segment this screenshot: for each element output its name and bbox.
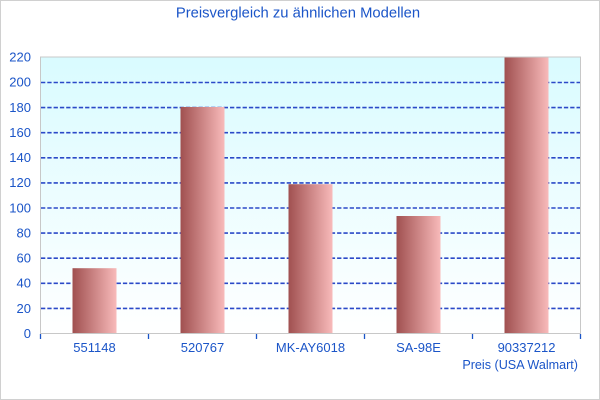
svg-text:220: 220 bbox=[9, 50, 31, 65]
svg-text:520767: 520767 bbox=[181, 340, 224, 355]
svg-text:60: 60 bbox=[17, 251, 31, 266]
svg-text:100: 100 bbox=[9, 200, 31, 215]
svg-text:180: 180 bbox=[9, 100, 31, 115]
svg-text:0: 0 bbox=[24, 326, 31, 341]
svg-text:200: 200 bbox=[9, 75, 31, 90]
svg-text:90337212: 90337212 bbox=[498, 340, 556, 355]
svg-text:SA-98E: SA-98E bbox=[396, 340, 441, 355]
svg-text:120: 120 bbox=[9, 175, 31, 190]
svg-text:MK-AY6018: MK-AY6018 bbox=[276, 340, 345, 355]
svg-text:160: 160 bbox=[9, 125, 31, 140]
svg-text:Preisvergleich zu ähnlichen Mo: Preisvergleich zu ähnlichen Modellen bbox=[176, 6, 420, 22]
svg-text:551148: 551148 bbox=[73, 340, 115, 355]
svg-text:20: 20 bbox=[17, 301, 31, 316]
svg-text:140: 140 bbox=[9, 150, 31, 165]
svg-text:40: 40 bbox=[17, 276, 31, 291]
svg-text:Preis (USA Walmart): Preis (USA Walmart) bbox=[462, 358, 578, 372]
svg-text:80: 80 bbox=[17, 225, 31, 240]
